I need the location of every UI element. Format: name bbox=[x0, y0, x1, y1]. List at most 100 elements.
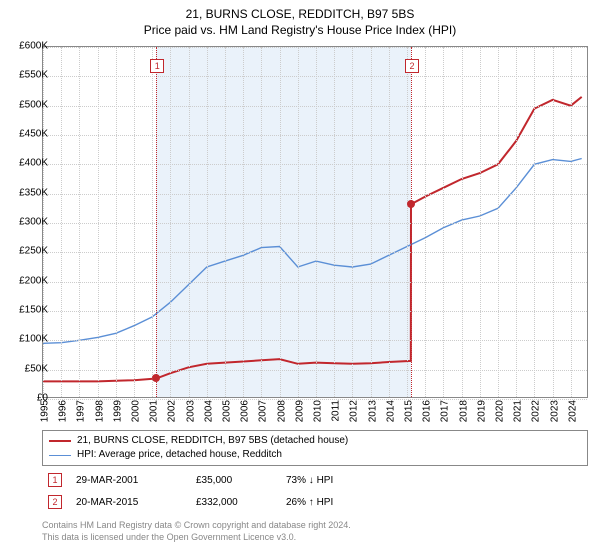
gridline-v bbox=[443, 47, 444, 397]
sale-price: £332,000 bbox=[196, 497, 286, 508]
plot: 12 bbox=[42, 46, 588, 398]
y-tick-label: £500K bbox=[8, 99, 48, 110]
gridline-v bbox=[352, 47, 353, 397]
gridline-v bbox=[243, 47, 244, 397]
title-line1: 21, BURNS CLOSE, REDDITCH, B97 5BS bbox=[0, 6, 600, 22]
sale-row: 1 29-MAR-2001£35,00073% ↓ HPI bbox=[42, 469, 588, 491]
sale-num-box: 2 bbox=[48, 495, 62, 509]
gridline-v bbox=[61, 47, 62, 397]
gridline-v bbox=[280, 47, 281, 397]
x-tick-label: 2017 bbox=[440, 400, 451, 422]
x-tick-label: 2010 bbox=[313, 400, 324, 422]
sale-marker-box: 2 bbox=[405, 59, 419, 73]
sale-marker-line bbox=[156, 47, 157, 397]
footer-line1: Contains HM Land Registry data © Crown c… bbox=[42, 520, 588, 532]
legend-label: 21, BURNS CLOSE, REDDITCH, B97 5BS (deta… bbox=[77, 434, 348, 448]
y-tick-label: £550K bbox=[8, 70, 48, 81]
x-tick-label: 2004 bbox=[203, 400, 214, 422]
x-tick-label: 2002 bbox=[167, 400, 178, 422]
gridline-h bbox=[43, 106, 587, 107]
gridline-v bbox=[152, 47, 153, 397]
x-tick-label: 2013 bbox=[367, 400, 378, 422]
x-tick-label: 2024 bbox=[567, 400, 578, 422]
x-tick-label: 1999 bbox=[112, 400, 123, 422]
gridline-v bbox=[462, 47, 463, 397]
gridline-v bbox=[498, 47, 499, 397]
sales-table: 1 29-MAR-2001£35,00073% ↓ HPI 2 20-MAR-2015… bbox=[42, 469, 588, 513]
gridline-v bbox=[134, 47, 135, 397]
sale-date: 29-MAR-2001 bbox=[76, 475, 196, 486]
x-tick-label: 1997 bbox=[76, 400, 87, 422]
gridline-v bbox=[189, 47, 190, 397]
x-tick-label: 2016 bbox=[422, 400, 433, 422]
x-tick-label: 2023 bbox=[549, 400, 560, 422]
gridline-v bbox=[79, 47, 80, 397]
gridline-v bbox=[571, 47, 572, 397]
x-tick-label: 2009 bbox=[294, 400, 305, 422]
gridline-v bbox=[534, 47, 535, 397]
x-tick-label: 2007 bbox=[258, 400, 269, 422]
gridline-v bbox=[207, 47, 208, 397]
legend-swatch bbox=[49, 455, 71, 456]
gridline-h bbox=[43, 370, 587, 371]
title-line2: Price paid vs. HM Land Registry's House … bbox=[0, 22, 600, 38]
sale-price: £35,000 bbox=[196, 475, 286, 486]
gridline-v bbox=[225, 47, 226, 397]
x-tick-label: 2012 bbox=[349, 400, 360, 422]
gridline-h bbox=[43, 164, 587, 165]
gridline-v bbox=[480, 47, 481, 397]
series-price_paid bbox=[43, 97, 582, 382]
chart-title: 21, BURNS CLOSE, REDDITCH, B97 5BS Price… bbox=[0, 0, 600, 38]
sale-marker-box: 1 bbox=[150, 59, 164, 73]
x-tick-label: 1996 bbox=[58, 400, 69, 422]
gridline-v bbox=[516, 47, 517, 397]
x-tick-label: 2015 bbox=[404, 400, 415, 422]
y-tick-label: £350K bbox=[8, 187, 48, 198]
y-tick-label: £600K bbox=[8, 41, 48, 52]
legend-item: HPI: Average price, detached house, Redd… bbox=[49, 448, 581, 462]
y-tick-label: £300K bbox=[8, 217, 48, 228]
x-tick-label: 1995 bbox=[40, 400, 51, 422]
sale-delta: 26% ↑ HPI bbox=[286, 497, 376, 508]
y-tick-label: £250K bbox=[8, 246, 48, 257]
series-hpi bbox=[43, 159, 582, 344]
x-tick-label: 2021 bbox=[513, 400, 524, 422]
sale-date: 20-MAR-2015 bbox=[76, 497, 196, 508]
x-tick-label: 2005 bbox=[222, 400, 233, 422]
x-tick-label: 2011 bbox=[331, 400, 342, 422]
x-tick-label: 2003 bbox=[185, 400, 196, 422]
gridline-v bbox=[116, 47, 117, 397]
gridline-h bbox=[43, 340, 587, 341]
y-tick-label: £100K bbox=[8, 334, 48, 345]
gridline-v bbox=[98, 47, 99, 397]
sale-delta: 73% ↓ HPI bbox=[286, 475, 376, 486]
sale-num-box: 1 bbox=[48, 473, 62, 487]
legend-label: HPI: Average price, detached house, Redd… bbox=[77, 448, 282, 462]
gridline-v bbox=[389, 47, 390, 397]
gridline-v bbox=[425, 47, 426, 397]
sale-row: 2 20-MAR-2015£332,00026% ↑ HPI bbox=[42, 491, 588, 513]
legend-swatch bbox=[49, 440, 71, 442]
y-tick-label: £450K bbox=[8, 129, 48, 140]
gridline-h bbox=[43, 223, 587, 224]
gridline-h bbox=[43, 252, 587, 253]
legend-item: 21, BURNS CLOSE, REDDITCH, B97 5BS (deta… bbox=[49, 434, 581, 448]
gridline-v bbox=[371, 47, 372, 397]
y-tick-label: £200K bbox=[8, 275, 48, 286]
x-tick-label: 2019 bbox=[476, 400, 487, 422]
x-tick-label: 1998 bbox=[94, 400, 105, 422]
gridline-v bbox=[261, 47, 262, 397]
x-tick-label: 2022 bbox=[531, 400, 542, 422]
x-tick-label: 2008 bbox=[276, 400, 287, 422]
gridline-h bbox=[43, 194, 587, 195]
sale-dot bbox=[407, 200, 415, 208]
legend: 21, BURNS CLOSE, REDDITCH, B97 5BS (deta… bbox=[42, 430, 588, 466]
gridline-v bbox=[316, 47, 317, 397]
x-tick-label: 2001 bbox=[149, 400, 160, 422]
chart-area: 12 bbox=[42, 46, 588, 398]
x-tick-label: 2000 bbox=[131, 400, 142, 422]
gridline-v bbox=[334, 47, 335, 397]
gridline-h bbox=[43, 311, 587, 312]
footer-attribution: Contains HM Land Registry data © Crown c… bbox=[42, 520, 588, 543]
x-tick-label: 2020 bbox=[495, 400, 506, 422]
